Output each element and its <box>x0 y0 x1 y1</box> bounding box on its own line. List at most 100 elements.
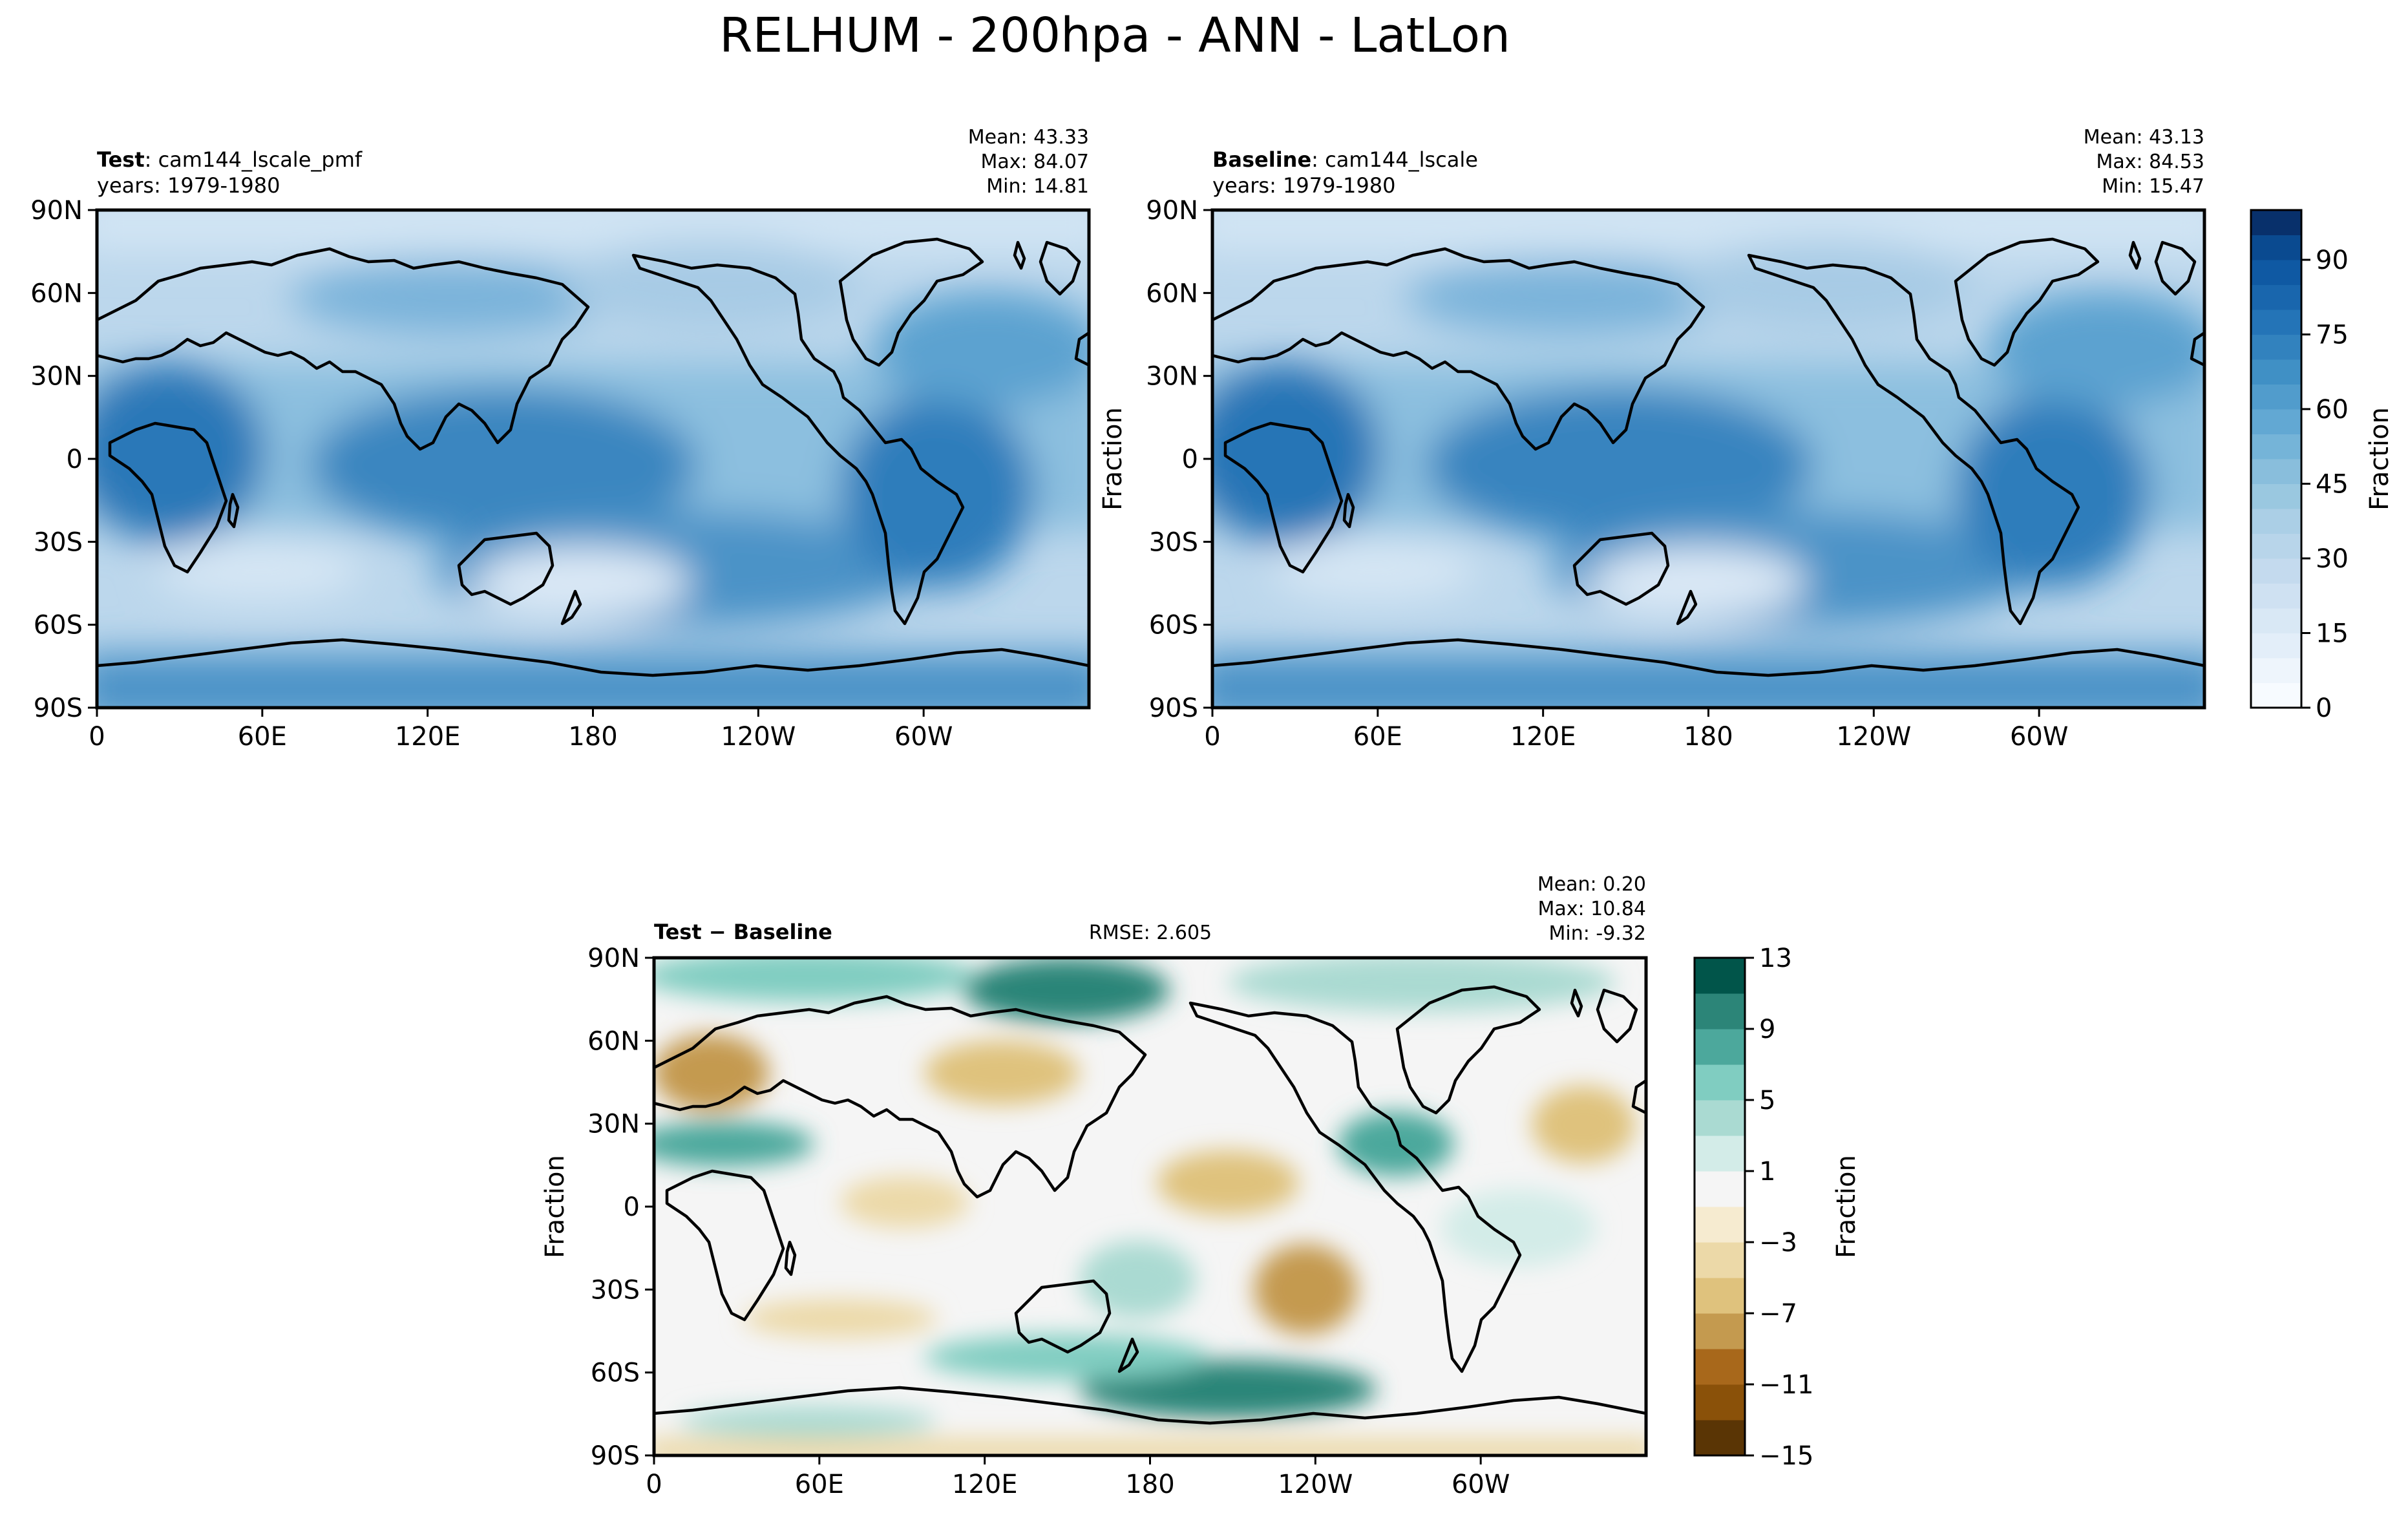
baseline-field <box>1212 210 2204 708</box>
diff-xtick-label: 0 <box>646 1470 662 1499</box>
difference-colorbar-swatch <box>1695 1384 1745 1421</box>
difference-colorbar-swatch <box>1695 1349 1745 1385</box>
test-xtick-label: 120E <box>395 722 461 752</box>
baseline-stat-max: Max: 84.53 <box>2096 151 2204 173</box>
diff-stat-max: Max: 10.84 <box>1537 898 1646 920</box>
absolute-colorbar-tick-label: 45 <box>2316 470 2349 500</box>
absolute-colorbar-swatch <box>2251 658 2301 683</box>
difference-colorbar-swatch <box>1695 1313 1745 1349</box>
diff-panel: Test − Baseline RMSE: 2.605 Mean: 0.20 M… <box>540 873 1648 1499</box>
diff-xtick-label: 120W <box>1278 1470 1353 1499</box>
absolute-colorbar-tick-label: 60 <box>2316 395 2349 425</box>
difference-colorbar-label: Fraction <box>1832 1155 1861 1258</box>
absolute-colorbar-swatch <box>2251 533 2301 559</box>
baseline-xtick-label: 120W <box>1836 722 1911 752</box>
baseline-axis-ticks: 0 60E 120E 180 120W 60W 90N 60N 30N 0 30S 60S 90S <box>1146 196 2068 752</box>
absolute-colorbar-swatch <box>2251 260 2301 285</box>
absolute-colorbar-swatch <box>2251 359 2301 385</box>
baseline-ytick-label: 60S <box>1149 611 1198 640</box>
test-stat-max: Max: 84.07 <box>980 151 1089 173</box>
difference-colorbar-swatch <box>1695 1136 1745 1172</box>
absolute-colorbar: 0 15 30 45 60 75 90 <box>2250 209 2349 723</box>
baseline-ylabel: Fraction <box>1098 407 1128 511</box>
absolute-colorbar-tick-label: 90 <box>2316 246 2349 275</box>
diff-ytick-label: 30S <box>591 1275 640 1305</box>
difference-colorbar-swatch <box>1695 1278 1745 1314</box>
difference-colorbar-swatch <box>1695 1171 1745 1207</box>
baseline-ytick-label: 0 <box>1182 445 1198 474</box>
test-ytick-label: 30N <box>30 362 83 392</box>
baseline-label-bold: Baseline <box>1212 147 1311 172</box>
difference-colorbar-tick-label: −7 <box>1759 1299 1797 1329</box>
absolute-colorbar-swatch <box>2251 483 2301 509</box>
difference-colorbar-outline <box>1693 957 1746 1457</box>
absolute-colorbar-swatch <box>2251 210 2301 235</box>
diff-xtick-label: 60W <box>1452 1470 1510 1499</box>
difference-colorbar-swatch <box>1695 1100 1745 1136</box>
diff-ytick-label: 30N <box>587 1110 640 1139</box>
difference-colorbar-tick-label: 9 <box>1759 1015 1775 1044</box>
baseline-ytick-label: 30N <box>1146 362 1198 392</box>
baseline-ytick-label: 30S <box>1149 527 1198 557</box>
diff-ylabel: Fraction <box>540 1155 570 1258</box>
test-ytick-label: 30S <box>34 527 83 557</box>
test-ytick-label: 60N <box>30 279 83 308</box>
baseline-xtick-label: 60E <box>1353 722 1402 752</box>
test-years: years: 1979-1980 <box>97 173 280 198</box>
difference-colorbar-swatch <box>1695 1420 1745 1456</box>
baseline-xtick-label: 0 <box>1204 722 1220 752</box>
test-stat-mean: Mean: 43.33 <box>968 126 1089 149</box>
diff-ytick-label: 90S <box>591 1441 640 1471</box>
absolute-colorbar-swatch <box>2251 608 2301 633</box>
test-stat-min: Min: 14.81 <box>986 175 1089 198</box>
difference-colorbar-tick-label: −11 <box>1759 1370 1813 1400</box>
diff-rmse: RMSE: 2.605 <box>1089 922 1212 944</box>
absolute-colorbar-swatch <box>2251 633 2301 659</box>
test-panel: Test: cam144_lscale_pmf years: 1979-1980… <box>30 126 1091 752</box>
baseline-ytick-label: 90S <box>1149 693 1198 723</box>
diff-xtick-label: 120E <box>952 1470 1018 1499</box>
baseline-panel-label: Baseline: cam144_lscale <box>1212 147 1478 172</box>
baseline-stat-min: Min: 15.47 <box>2102 175 2204 198</box>
absolute-colorbar-tick-label: 75 <box>2316 321 2349 350</box>
diff-ytick-label: 60N <box>587 1026 640 1056</box>
baseline-years: years: 1979-1980 <box>1212 173 1395 198</box>
baseline-xtick-label: 180 <box>1684 722 1733 752</box>
difference-colorbar-swatch <box>1695 1064 1745 1101</box>
difference-colorbar-tick-label: 1 <box>1759 1157 1775 1187</box>
absolute-colorbar-tick-label: 30 <box>2316 544 2349 574</box>
absolute-colorbar-tick-label: 15 <box>2316 619 2349 649</box>
difference-colorbar-swatch <box>1695 993 1745 1030</box>
absolute-colorbar-swatch <box>2251 558 2301 584</box>
absolute-colorbar-swatch <box>2251 509 2301 534</box>
absolute-colorbar-swatch <box>2251 235 2301 260</box>
difference-colorbar-swatch <box>1695 1242 1745 1278</box>
test-label-bold: Test <box>97 147 145 172</box>
test-xtick-label: 0 <box>89 722 105 752</box>
test-axis-ticks: 0 60E 120E 180 120W 60W 90N 60N 30N 0 30S 60S 90S <box>30 196 953 752</box>
absolute-colorbar-tick-label: 0 <box>2316 693 2332 723</box>
baseline-stat-mean: Mean: 43.13 <box>2084 126 2204 149</box>
absolute-colorbar-swatch <box>2251 459 2301 484</box>
absolute-colorbar-swatch <box>2251 682 2301 708</box>
test-panel-label: Test: cam144_lscale_pmf <box>97 147 363 172</box>
baseline-panel: Baseline: cam144_lscale years: 1979-1980… <box>1098 126 2206 752</box>
difference-colorbar: −15 −11 −7 −3 1 5 9 13 <box>1693 944 1813 1471</box>
diff-panel-label: Test − Baseline <box>654 920 832 944</box>
absolute-colorbar-swatch <box>2251 409 2301 434</box>
absolute-colorbar-swatch <box>2251 284 2301 310</box>
test-xtick-label: 180 <box>568 722 617 752</box>
baseline-label-rest: : cam144_lscale <box>1311 147 1478 172</box>
absolute-colorbar-outline <box>2250 209 2303 709</box>
test-xtick-label: 120W <box>721 722 796 752</box>
test-ytick-label: 60S <box>34 611 83 640</box>
diff-stat-min: Min: -9.32 <box>1549 922 1647 945</box>
absolute-colorbar-swatch <box>2251 434 2301 460</box>
test-ytick-label: 0 <box>67 445 83 474</box>
difference-colorbar-swatch <box>1695 1029 1745 1065</box>
difference-colorbar-tick-label: −3 <box>1759 1228 1797 1258</box>
figure-title: RELHUM - 200hpa - ANN - LatLon <box>719 8 1510 63</box>
absolute-colorbar-swatch <box>2251 334 2301 360</box>
test-field <box>97 210 1089 708</box>
test-ytick-label: 90N <box>30 196 83 226</box>
